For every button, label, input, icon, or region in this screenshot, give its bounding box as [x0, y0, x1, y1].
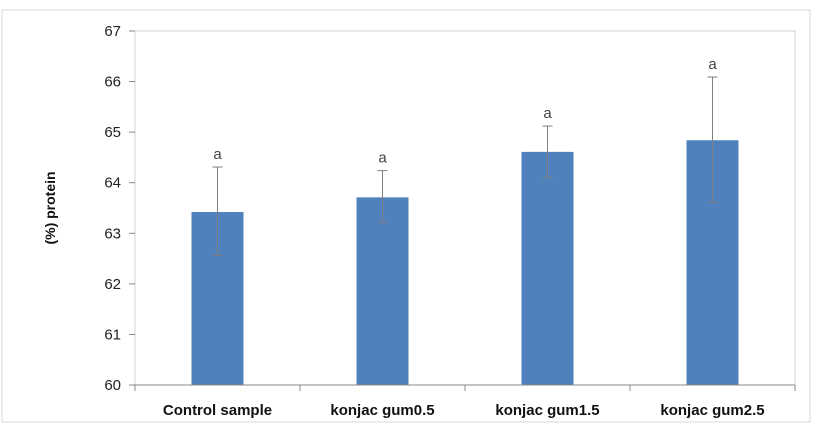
y-tick-label: 60: [104, 377, 121, 394]
x-category-label: konjac gum1.5: [495, 402, 599, 419]
x-axis: Control sample konjac gum0.5 konjac gum1.5…: [134, 384, 796, 419]
x-category-label: konjac gum2.5: [660, 402, 764, 419]
y-tick-label: 61: [104, 326, 121, 343]
significance-label: a: [708, 56, 717, 73]
y-tick-label: 63: [104, 225, 121, 242]
bar: [521, 151, 574, 385]
significance-label: a: [213, 146, 222, 163]
y-tick-label: 67: [104, 23, 121, 40]
y-tick-label: 64: [104, 175, 121, 192]
x-category-label: Control sample: [163, 402, 272, 419]
bar: [356, 197, 409, 385]
outer-border: [1, 9, 811, 423]
y-tick-label: 66: [104, 74, 121, 91]
y-axis-title: (%) protein: [42, 171, 58, 244]
y-axis: 60 61 62 63 64 65 66 67: [104, 23, 135, 394]
bars-group: a a a a: [191, 56, 739, 385]
y-tick-label: 62: [104, 276, 121, 293]
significance-label: a: [378, 150, 387, 167]
y-tick-label: 65: [104, 124, 121, 141]
x-category-label: konjac gum0.5: [330, 402, 434, 419]
significance-label: a: [543, 105, 552, 122]
